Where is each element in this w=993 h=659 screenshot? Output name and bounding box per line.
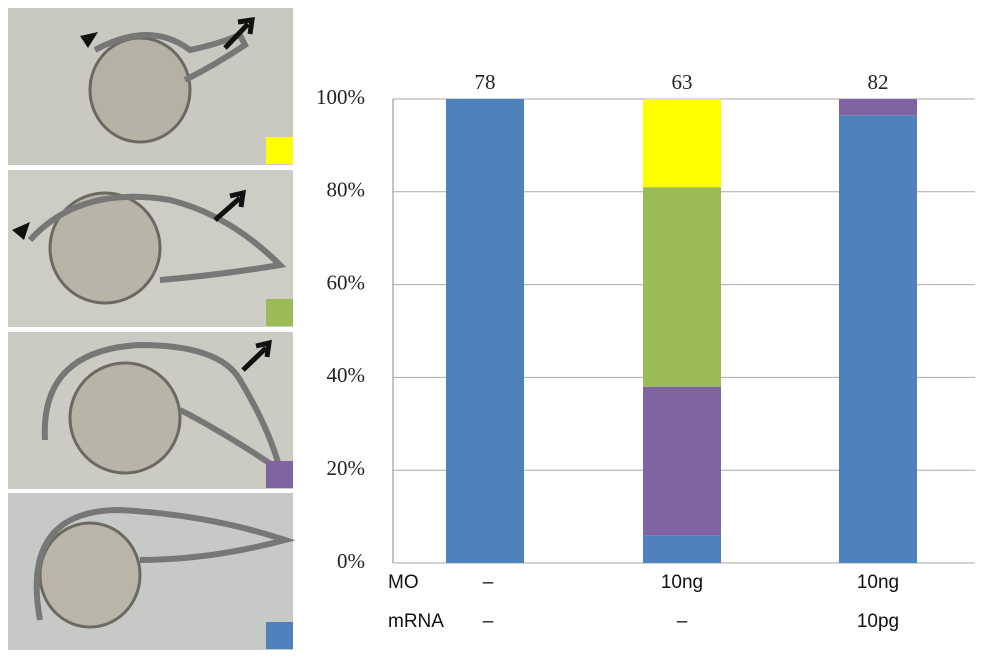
embryo-yolk — [68, 361, 182, 475]
condition-value: – — [677, 611, 688, 632]
y-tick-label: 40% — [327, 363, 366, 387]
embryo-body — [93, 31, 249, 83]
y-tick-label: 100% — [316, 85, 365, 109]
y-tick-label: 20% — [327, 456, 366, 480]
bar-segment — [643, 386, 721, 536]
total-label: 82 — [868, 70, 889, 94]
y-tick-label: 80% — [327, 178, 366, 202]
bar-segment — [643, 535, 721, 563]
bar-segment — [839, 99, 917, 116]
condition-value: – — [483, 572, 494, 593]
total-label: 78 — [475, 70, 496, 94]
embryo-yolk — [48, 191, 162, 305]
y-tick-label: 60% — [327, 270, 366, 294]
legend-swatch — [266, 137, 293, 164]
y-tick-label: 0% — [337, 549, 365, 573]
condition-value: 10pg — [857, 611, 899, 632]
total-label: 63 — [672, 70, 693, 94]
arrow — [213, 17, 272, 372]
embryo-body — [27, 193, 287, 283]
embryo-body — [41, 341, 285, 477]
condition-value: 10ng — [857, 572, 899, 593]
legend-swatch — [266, 299, 293, 326]
embryo-body — [33, 506, 296, 621]
embryo-yolk — [88, 36, 192, 144]
embryo-yolk — [38, 521, 142, 629]
bar-segment — [643, 99, 721, 188]
condition-value: – — [483, 611, 494, 632]
embryo-panels — [8, 8, 296, 650]
bar-segment — [839, 115, 917, 564]
condition-value: 10ng — [661, 572, 703, 593]
bar-segment — [446, 99, 524, 563]
legend-swatch — [266, 622, 293, 649]
condition-label: mRNA — [388, 611, 444, 632]
condition-label: MO — [388, 572, 419, 593]
bar-segment — [643, 187, 721, 387]
legend-swatch — [266, 461, 293, 488]
